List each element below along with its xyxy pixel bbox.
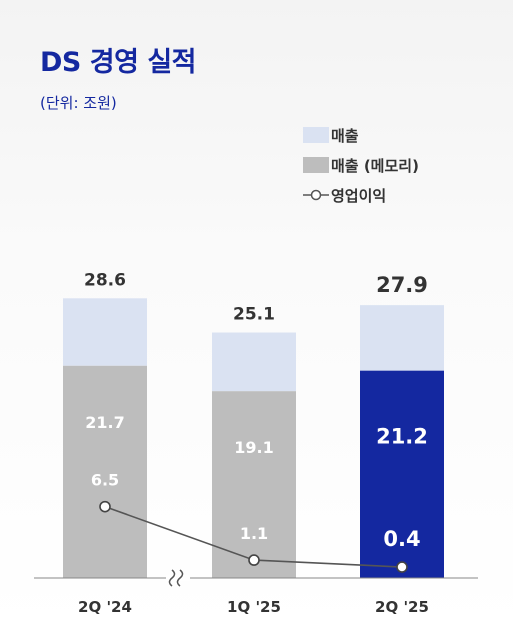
data-label-op-profit: 0.4 (383, 527, 420, 551)
bar-revenue (63, 298, 147, 366)
legend-line-marker-icon (303, 189, 329, 201)
data-label-op-profit: 6.5 (91, 471, 119, 490)
data-point-op-profit (99, 500, 111, 513)
data-label-revenue: 25.1 (233, 305, 275, 325)
legend: 매출 매출 (메모리) 영업이익 (303, 120, 419, 210)
data-label-revenue: 28.6 (84, 270, 126, 290)
legend-item-op-profit: 영업이익 (303, 180, 419, 210)
axis-break-mark (168, 569, 176, 587)
legend-label-memory: 매출 (메모리) (331, 156, 419, 175)
chart-title: DS 경영 실적 (40, 47, 197, 78)
bar-memory (212, 391, 296, 578)
legend-swatch-revenue (303, 127, 329, 143)
legend-swatch-memory (303, 157, 329, 173)
x-tick-label: 2Q '24 (78, 598, 132, 616)
bar-revenue (360, 305, 444, 371)
data-point-op-profit (248, 554, 260, 566)
x-tick-label: 2Q '25 (375, 598, 429, 616)
bar-revenue (212, 332, 296, 392)
legend-item-memory: 매출 (메모리) (303, 150, 419, 180)
bar-memory (360, 370, 444, 578)
data-label-revenue: 27.9 (376, 273, 428, 297)
data-label-memory: 21.2 (376, 425, 428, 449)
axis-break-gap (166, 575, 190, 581)
x-tick-label: 1Q '25 (227, 598, 281, 616)
data-point-op-profit (396, 561, 408, 573)
data-label-op-profit: 1.1 (240, 524, 268, 543)
bar-memory (63, 365, 147, 578)
legend-label-revenue: 매출 (331, 126, 359, 145)
data-label-memory: 19.1 (234, 438, 273, 457)
legend-label-op-profit: 영업이익 (331, 186, 387, 205)
axis-break-mark (176, 569, 184, 587)
data-label-memory: 21.7 (85, 413, 124, 432)
unit-label: (단위: 조원) (40, 94, 117, 112)
legend-item-revenue: 매출 (303, 120, 419, 150)
